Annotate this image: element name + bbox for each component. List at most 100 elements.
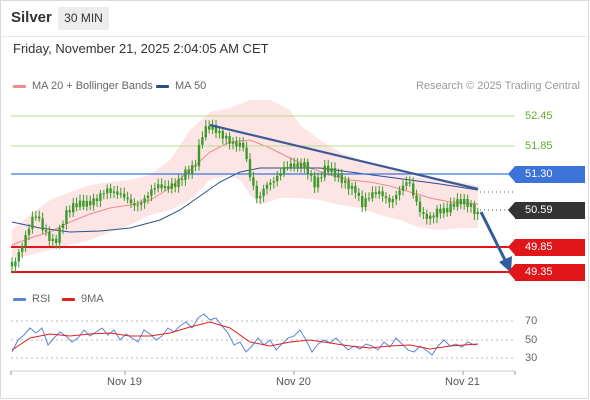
candle-body	[34, 216, 37, 218]
candle-body	[150, 189, 153, 196]
candle-body	[378, 191, 381, 195]
candle-series	[10, 119, 479, 273]
candle-body	[126, 197, 129, 200]
ma50-line	[11, 167, 479, 233]
legend-label: MA 20 + Bollinger Bands	[32, 80, 153, 92]
candle-body	[320, 177, 323, 179]
candle-body	[463, 199, 466, 205]
candle-body	[327, 165, 330, 173]
forecast-arrow-shaft	[479, 211, 508, 263]
candle-body	[133, 203, 136, 206]
candle-body	[211, 125, 214, 130]
candle-body	[102, 193, 105, 195]
candle-body	[299, 163, 303, 168]
candle-body	[476, 211, 479, 215]
candle-body	[146, 195, 150, 199]
candle-body	[469, 203, 473, 207]
candle-body	[354, 185, 357, 193]
candle-body	[289, 163, 292, 168]
candle-body	[340, 173, 343, 183]
rsi-line	[11, 313, 479, 356]
candle-body	[191, 165, 194, 174]
candle-body	[112, 191, 116, 193]
copyright-text: Research © 2025 Trading Central	[415, 80, 580, 92]
instrument-title: Silver	[11, 9, 52, 26]
candle-body	[255, 185, 258, 199]
candle-body	[136, 204, 139, 206]
chart-header: Silver 30 MIN	[0, 0, 590, 36]
candle-body	[170, 183, 173, 189]
candle-body	[459, 199, 462, 205]
candle-body	[106, 188, 109, 194]
candle-body	[48, 231, 51, 242]
candle-body	[231, 141, 235, 144]
candle-body	[303, 161, 306, 168]
candle-body	[116, 191, 119, 195]
candle-body	[364, 198, 367, 208]
legend-item-ma20-bollinger: MA 20 + Bollinger Bands	[13, 80, 153, 92]
candle-body	[201, 137, 204, 145]
candle-body	[293, 163, 296, 168]
rsi-ma-swatch	[62, 297, 75, 301]
resistance-2-label: 52.45	[525, 110, 553, 122]
candle-body	[323, 165, 326, 178]
candle-body	[262, 188, 265, 197]
resistance-1-label: 51.85	[525, 140, 553, 152]
candle-body	[248, 159, 252, 178]
candle-body	[357, 192, 360, 196]
candle-body	[238, 142, 241, 147]
candle-body	[446, 208, 449, 213]
last-price-tag: 50.59	[508, 202, 585, 219]
legend-label: RSI	[32, 293, 51, 305]
candle-body	[337, 173, 340, 178]
candle-body	[456, 199, 459, 207]
candle-body	[153, 188, 156, 190]
legend-item-rsi: RSI	[13, 293, 50, 305]
candle-body	[276, 175, 279, 182]
candle-body	[92, 198, 95, 206]
candle-body	[242, 142, 245, 148]
candle-body	[187, 169, 190, 174]
candle-body	[24, 234, 27, 247]
timeframe-button[interactable]: 30 MIN	[58, 7, 109, 30]
candle-body	[157, 184, 160, 189]
candle-body	[391, 199, 394, 203]
candle-body	[95, 198, 99, 201]
legend-item-rsi-ma: 9MA	[62, 293, 104, 305]
candle-body	[218, 130, 221, 133]
candle-body	[17, 252, 20, 262]
candle-body	[282, 167, 286, 174]
candle-body	[41, 218, 44, 231]
candle-body	[286, 167, 289, 169]
ma50-swatch	[156, 84, 169, 88]
candle-body	[174, 183, 177, 188]
candle-body	[473, 203, 476, 215]
candle-body	[31, 216, 34, 229]
candle-body	[265, 184, 269, 189]
chart-datetime: Friday, November 21, 2025 2:04:05 AM CET	[13, 41, 269, 56]
candle-body	[21, 246, 24, 253]
rsi-tick-70: 70	[525, 315, 538, 327]
candle-body	[361, 195, 364, 208]
candle-body	[344, 180, 347, 183]
candle-body	[449, 203, 452, 213]
support-2-tag: 49.35	[508, 264, 585, 281]
ma20-swatch	[13, 84, 26, 88]
x-label-nov21: Nov 21	[445, 376, 480, 388]
legend-label: 9MA	[81, 293, 104, 305]
rsi-ma-line	[11, 321, 479, 351]
candle-body	[310, 173, 313, 176]
candle-body	[89, 200, 92, 206]
candle-body	[55, 238, 58, 243]
candle-body	[129, 199, 133, 204]
candle-body	[38, 216, 41, 219]
candle-body	[85, 200, 88, 207]
candle-body	[316, 177, 320, 188]
candle-body	[245, 147, 248, 160]
candle-body	[371, 192, 374, 199]
pivot-tag: 51.30	[508, 166, 585, 183]
candle-body	[58, 228, 61, 243]
candle-body	[160, 184, 163, 189]
candle-body	[432, 215, 435, 218]
candle-body	[72, 203, 75, 213]
